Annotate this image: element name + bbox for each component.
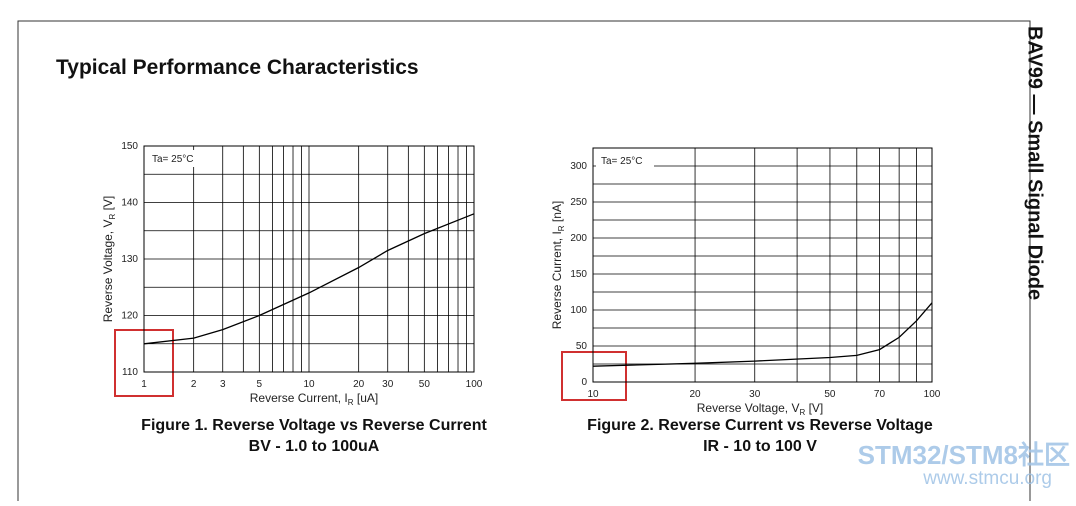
y-tick-label: 50	[576, 341, 588, 352]
x-tick-label: 3	[220, 379, 226, 390]
axis-label-part: [V]	[101, 196, 115, 214]
watermark-url: www.stmcu.org	[922, 468, 1052, 489]
subscript: R	[108, 214, 117, 220]
highlight-box	[561, 351, 627, 401]
x-tick-label: 10	[303, 379, 315, 390]
x-tick-label: 100	[466, 379, 483, 390]
y-tick-label: 130	[121, 254, 138, 265]
x-tick-label: 20	[353, 379, 365, 390]
page-frame	[17, 20, 1031, 506]
y-tick-label: 120	[121, 311, 138, 322]
x-tick-label: 2	[191, 379, 197, 390]
data-line	[592, 302, 933, 367]
axis-label-part: [V]	[805, 401, 823, 415]
axis-label: Reverse Current, IR [nA]	[550, 201, 566, 330]
axis-label: Reverse Current, IR [uA]	[250, 391, 379, 407]
y-tick-label: 200	[570, 233, 587, 244]
figure-caption: IR - 10 to 100 V	[703, 438, 817, 455]
y-tick-label: 0	[581, 377, 587, 388]
y-tick-label: 300	[570, 161, 587, 172]
figure-caption: Figure 1. Reverse Voltage vs Reverse Cur…	[141, 417, 487, 434]
x-tick-label: 5	[257, 379, 263, 390]
annotation-bg	[147, 150, 205, 167]
axis-label-part: [nA]	[550, 201, 564, 226]
x-tick-label: 30	[382, 379, 394, 390]
annotation: Ta= 25°C	[601, 156, 643, 167]
x-tick-label: 50	[419, 379, 431, 390]
subscript: R	[557, 225, 566, 231]
subscript: R	[348, 398, 354, 407]
y-tick-label: 150	[570, 269, 587, 280]
section-title: Typical Performance Characteristics	[56, 56, 419, 79]
x-tick-label: 1	[141, 379, 147, 390]
axis-label-part: Reverse Current, I	[250, 391, 348, 405]
x-tick-label: 30	[749, 389, 761, 400]
annotation-bg	[596, 152, 654, 169]
axis-label: Reverse Voltage, VR [V]	[697, 401, 824, 417]
x-tick-label: 100	[924, 389, 941, 400]
axis-label-part: Reverse Current, I	[550, 231, 564, 329]
figure-caption: BV - 1.0 to 100uA	[249, 438, 380, 455]
side-title: BAV99 — Small Signal Diode	[1023, 26, 1045, 300]
axis-label: Reverse Voltage, VR [V]	[101, 196, 117, 323]
watermark-brand: STM32/STM8社区	[858, 440, 1070, 470]
plot-frame	[143, 145, 475, 373]
y-tick-label: 140	[121, 198, 138, 209]
subscript: R	[799, 408, 805, 417]
x-tick-label: 10	[587, 389, 599, 400]
y-tick-label: 250	[570, 197, 587, 208]
axis-label-part: [uA]	[354, 391, 379, 405]
y-tick-label: 110	[122, 367, 138, 378]
y-tick-label: 150	[121, 141, 138, 152]
axis-label-part: Reverse Voltage, V	[101, 220, 115, 323]
x-tick-label: 20	[689, 389, 701, 400]
y-tick-label: 100	[570, 305, 587, 316]
x-tick-label: 50	[824, 389, 836, 400]
axis-label-part: Reverse Voltage, V	[697, 401, 800, 415]
x-tick-label: 70	[874, 389, 886, 400]
annotation: Ta= 25°C	[152, 154, 194, 165]
plot-frame	[592, 147, 933, 383]
data-line	[143, 213, 475, 345]
figure-caption: Figure 2. Reverse Current vs Reverse Vol…	[587, 417, 933, 434]
